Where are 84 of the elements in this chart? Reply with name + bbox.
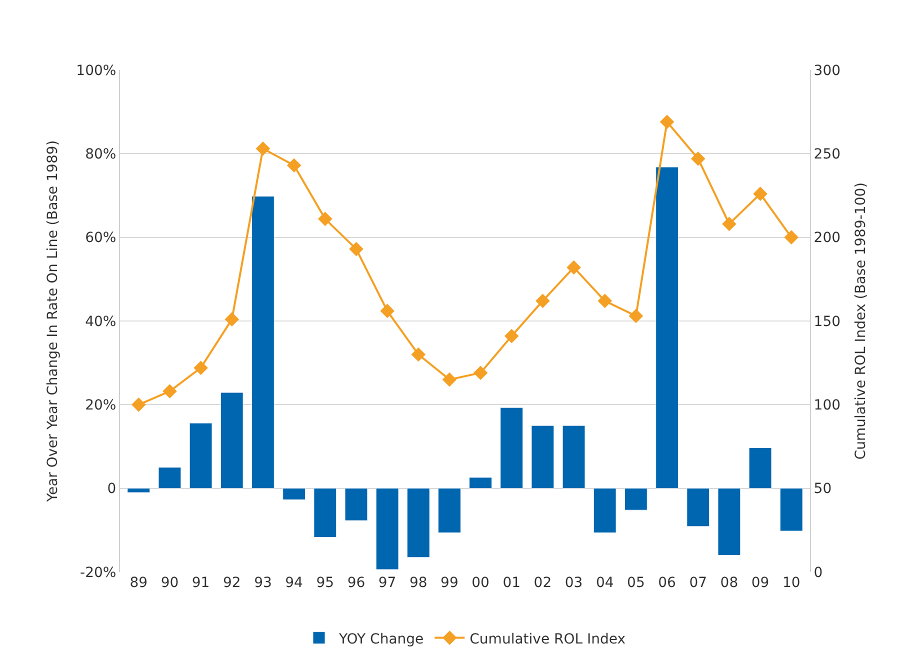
x-tick-label: 91: [192, 575, 210, 591]
legend-label: Cumulative ROL Index: [470, 631, 626, 648]
point: [628, 308, 644, 324]
x-tick-label: 99: [440, 575, 458, 591]
point: [286, 158, 302, 173]
bar: [220, 392, 244, 489]
y-tick-label: 40%: [85, 314, 116, 330]
x-tick-label: 08: [720, 575, 738, 591]
y2-tick-label: 150: [814, 314, 841, 330]
bar: [344, 488, 368, 521]
point: [349, 242, 364, 256]
bar: [748, 448, 772, 489]
point: [132, 398, 146, 412]
y2-tick-label: 100: [814, 398, 841, 414]
x-tick-label: 96: [347, 575, 366, 591]
x-tick-label: 06: [658, 575, 676, 591]
x-tick-label: 97: [378, 575, 396, 591]
bar: [158, 467, 182, 489]
point: [194, 360, 208, 375]
bar: [656, 166, 678, 489]
bar: [438, 488, 461, 533]
x-tick-label: 89: [130, 575, 148, 591]
y2-tick-label: 300: [814, 62, 841, 79]
bar: [780, 488, 803, 532]
point: [504, 328, 519, 344]
x-tick-label: 02: [534, 575, 552, 591]
bar: [718, 488, 741, 556]
legend-label: YOY Change: [338, 631, 424, 648]
x-tick-label: 90: [160, 575, 179, 591]
y-tick-label: 20%: [85, 398, 116, 414]
point: [380, 304, 394, 318]
point: [566, 260, 581, 275]
bar: [593, 488, 616, 533]
point: [473, 366, 488, 380]
y-tick-label: 0: [107, 481, 116, 498]
point: [318, 212, 332, 226]
point: [784, 230, 798, 244]
point: [224, 312, 240, 326]
y-tick-label: 80%: [85, 146, 116, 163]
point: [690, 152, 706, 166]
bar: [500, 407, 524, 489]
bar: [314, 488, 337, 538]
bar: [406, 488, 430, 558]
point: [722, 216, 736, 232]
point: [162, 384, 177, 398]
x-tick-label: 09: [751, 575, 770, 591]
y-tick-label: 100%: [76, 62, 116, 79]
bar: [252, 196, 274, 489]
point: [411, 347, 426, 362]
x-tick-label: 05: [627, 575, 645, 591]
bar: [127, 488, 150, 493]
point: [442, 372, 457, 387]
point: [753, 186, 768, 201]
point: [256, 142, 270, 156]
x-tick-label: 92: [222, 575, 241, 591]
x-tick-label: 07: [689, 575, 708, 591]
point: [536, 294, 550, 308]
x-tick-label: 10: [782, 575, 800, 591]
bar: [189, 422, 212, 489]
bar: [624, 488, 648, 510]
bar: [686, 488, 710, 527]
point: [598, 294, 612, 308]
y2-tick-label: 50: [814, 481, 832, 498]
y2-tick-label: 0: [814, 564, 823, 581]
y-tick-label: 60%: [85, 230, 116, 246]
bar: [469, 477, 492, 489]
x-tick-label: 03: [564, 575, 583, 591]
x-tick-label: 93: [254, 575, 272, 591]
x-tick-label: 01: [502, 575, 521, 591]
bar: [282, 488, 306, 500]
y-tick-label: -20%: [80, 564, 116, 581]
x-tick-label: 00: [472, 575, 490, 591]
y-axis-title: Year Over Year Change In Rate On Line (Base 1989): [44, 140, 61, 503]
bar: [562, 425, 586, 489]
y2-tick-label: 200: [814, 230, 841, 246]
y2-tick-label: 250: [814, 146, 841, 163]
x-tick-label: 95: [316, 575, 334, 591]
x-tick-label: 04: [596, 575, 614, 591]
x-tick-label: 98: [409, 575, 428, 591]
y2-axis-title: Cumulative ROL Index (Base 1989-100): [852, 182, 869, 460]
bar: [376, 488, 399, 570]
x-tick-label: 94: [285, 575, 304, 591]
point: [660, 114, 674, 130]
bar: [531, 425, 554, 489]
